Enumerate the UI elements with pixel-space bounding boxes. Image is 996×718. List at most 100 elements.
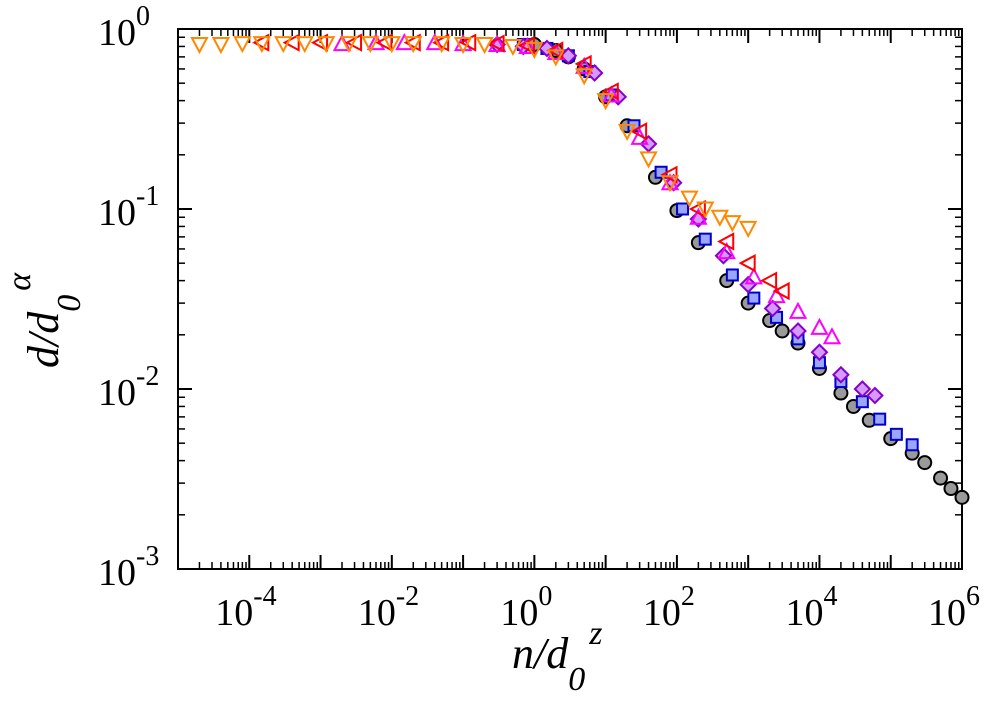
y-tick-label: 100 [98,1,150,54]
data-point [525,41,544,60]
data-point [601,82,619,101]
y-axis-title: d/d0α [1,272,88,368]
y-tick-base: 10 [98,552,136,594]
data-point [252,33,270,52]
data-point [810,343,829,362]
series-magenta-triangles [332,33,842,345]
data-point [546,49,565,67]
data-point [344,33,363,52]
series-purple-diamonds [488,35,884,405]
data-point [747,291,761,305]
x-axis-title: n/d0z [512,615,602,698]
data-point [866,386,884,405]
y-tick-exponent: 0 [136,1,150,32]
data-point [933,470,949,486]
y-axis-title-sub: 0 [51,295,88,312]
data-point [317,36,336,54]
data-point [760,271,778,290]
data-point [617,123,637,141]
y-tick-base: 10 [98,192,136,234]
data-point [432,33,450,52]
y-tick-label: 10-2 [98,361,159,414]
data-point [725,268,739,282]
x-tick-base: 10 [643,592,681,634]
data-point [714,246,733,265]
data-point [382,36,401,54]
axis-ticks [178,29,962,569]
data-point [361,36,380,54]
x-tick-exponent: 6 [966,581,980,612]
data-markers [190,33,970,505]
y-tick-exponent: -3 [136,541,159,572]
data-point [425,33,444,51]
x-tick-exponent: -4 [253,581,276,612]
x-axis-title-sub: 0 [568,661,585,698]
data-point [772,281,790,301]
data-point [789,322,807,340]
data-point [487,34,507,53]
data-point [596,93,615,111]
data-point [295,36,314,54]
data-point [853,380,872,398]
data-point [517,36,535,55]
x-tick-base: 10 [358,592,396,634]
data-point [252,36,271,54]
x-tick-exponent: -2 [396,581,419,612]
data-point [744,267,763,285]
y-tick-base: 10 [98,372,136,414]
data-point [211,37,231,55]
data-point [833,385,849,401]
x-tick-exponent: 4 [823,581,837,612]
y-tick-base: 10 [98,12,136,54]
data-point [717,232,735,251]
x-axis-title-sup: z [588,615,602,652]
data-point [810,317,829,335]
y-axis-title-base: d/d [19,311,68,368]
data-point [403,33,421,52]
data-point [774,323,790,339]
data-point [660,165,678,184]
data-point [274,36,293,54]
y-tick-exponent: -1 [136,181,159,212]
data-point [233,36,252,54]
series-red-left-triangles [252,33,790,301]
data-point [676,202,690,216]
x-tick-base: 10 [500,592,538,634]
plot-frame [177,28,963,570]
data-point [889,427,903,441]
data-point [574,54,592,74]
data-point [432,36,451,54]
series-orange-down-triangles [190,36,758,239]
y-tick-label: 10-1 [98,181,159,234]
data-point [688,199,706,219]
data-point [475,37,494,55]
data-point [905,438,919,452]
data-point [763,299,782,318]
data-point [487,34,505,53]
y-tick-label: 10-3 [98,541,159,594]
x-tick-base: 10 [215,592,253,634]
data-point [696,201,715,219]
data-point [698,232,712,246]
x-tick-label: 100 [500,581,552,634]
data-point [630,122,648,141]
data-point [873,412,887,426]
data-point [660,175,680,193]
data-point [575,68,594,86]
data-point [680,190,699,208]
data-point [738,254,756,273]
y-axis-title-sup: α [1,272,38,291]
x-axis-title-base: n/d [512,629,569,678]
data-point [943,481,959,497]
data-point [723,215,742,233]
data-point [518,36,537,54]
data-point [739,275,758,294]
data-point [822,327,842,345]
data-point [831,365,850,384]
data-point [190,37,209,55]
data-point [282,33,300,52]
x-tick-label: 104 [785,581,837,634]
y-tick-exponent: -2 [136,361,159,392]
